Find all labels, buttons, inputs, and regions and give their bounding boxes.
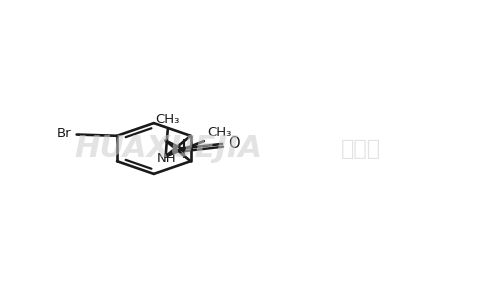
Text: O: O xyxy=(228,136,240,151)
Text: 化学加: 化学加 xyxy=(341,138,382,159)
Text: Br: Br xyxy=(57,127,72,140)
Text: NH: NH xyxy=(157,152,176,165)
Text: CH₃: CH₃ xyxy=(208,126,232,139)
Text: CH₃: CH₃ xyxy=(156,113,180,126)
Text: HUAXUEJIA: HUAXUEJIA xyxy=(74,134,262,163)
